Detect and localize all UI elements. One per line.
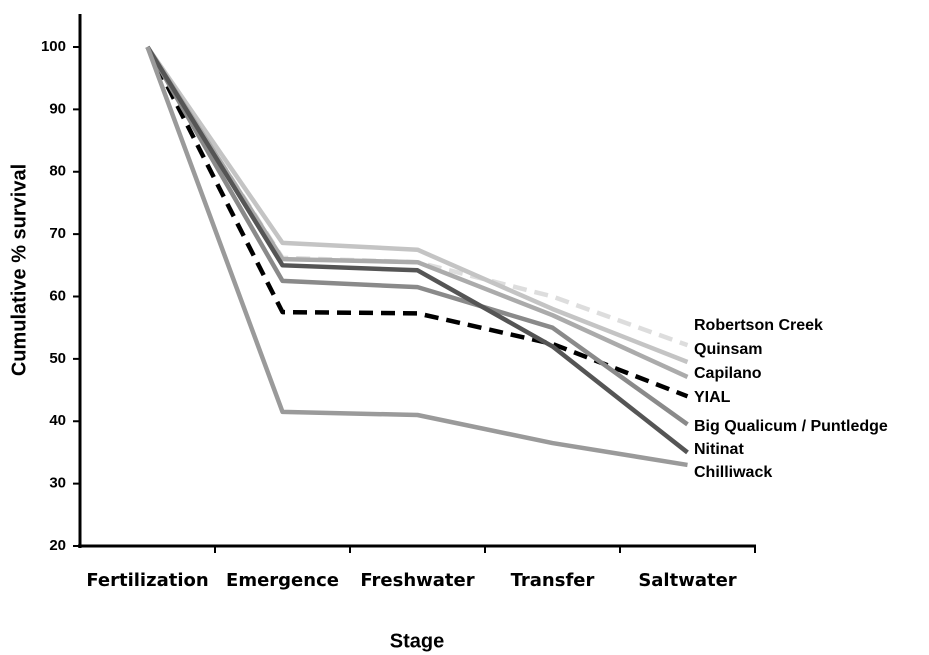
y-tick-label: 20 — [49, 537, 66, 554]
series-label: Robertson Creek — [694, 317, 823, 334]
y-tick-label: 70 — [49, 225, 66, 242]
series-label: Nitinat — [694, 441, 744, 458]
series-line — [145, 45, 689, 399]
series-label: Chilliwack — [694, 464, 772, 481]
y-tick-label: 50 — [49, 350, 66, 367]
x-tick-label: Emergence — [226, 570, 339, 591]
series-line — [145, 46, 688, 468]
y-tick-label: 90 — [49, 100, 66, 117]
series-line — [145, 45, 689, 348]
x-tick-label: Freshwater — [360, 570, 474, 591]
y-tick-label: 40 — [49, 412, 66, 429]
series-label: Quinsam — [694, 341, 762, 358]
series-label: YIAL — [694, 389, 731, 406]
y-axis-title: Cumulative % survival — [8, 164, 30, 376]
series-line — [145, 45, 689, 455]
y-tick-label: 80 — [49, 163, 66, 180]
y-tick-label: 30 — [49, 475, 66, 492]
y-tick-label: 60 — [49, 287, 66, 304]
x-tick-label: Transfer — [511, 570, 595, 591]
x-axis-title: Stage — [390, 630, 444, 652]
x-tick-label: Saltwater — [638, 570, 736, 591]
series-label: Big Qualicum / Puntledge — [694, 418, 888, 435]
series-line — [145, 45, 689, 365]
series-line — [145, 45, 689, 427]
y-tick-label: 100 — [41, 38, 66, 55]
series-label: Capilano — [694, 365, 762, 382]
x-tick-label: Fertilization — [86, 570, 208, 591]
series-line — [145, 45, 689, 380]
